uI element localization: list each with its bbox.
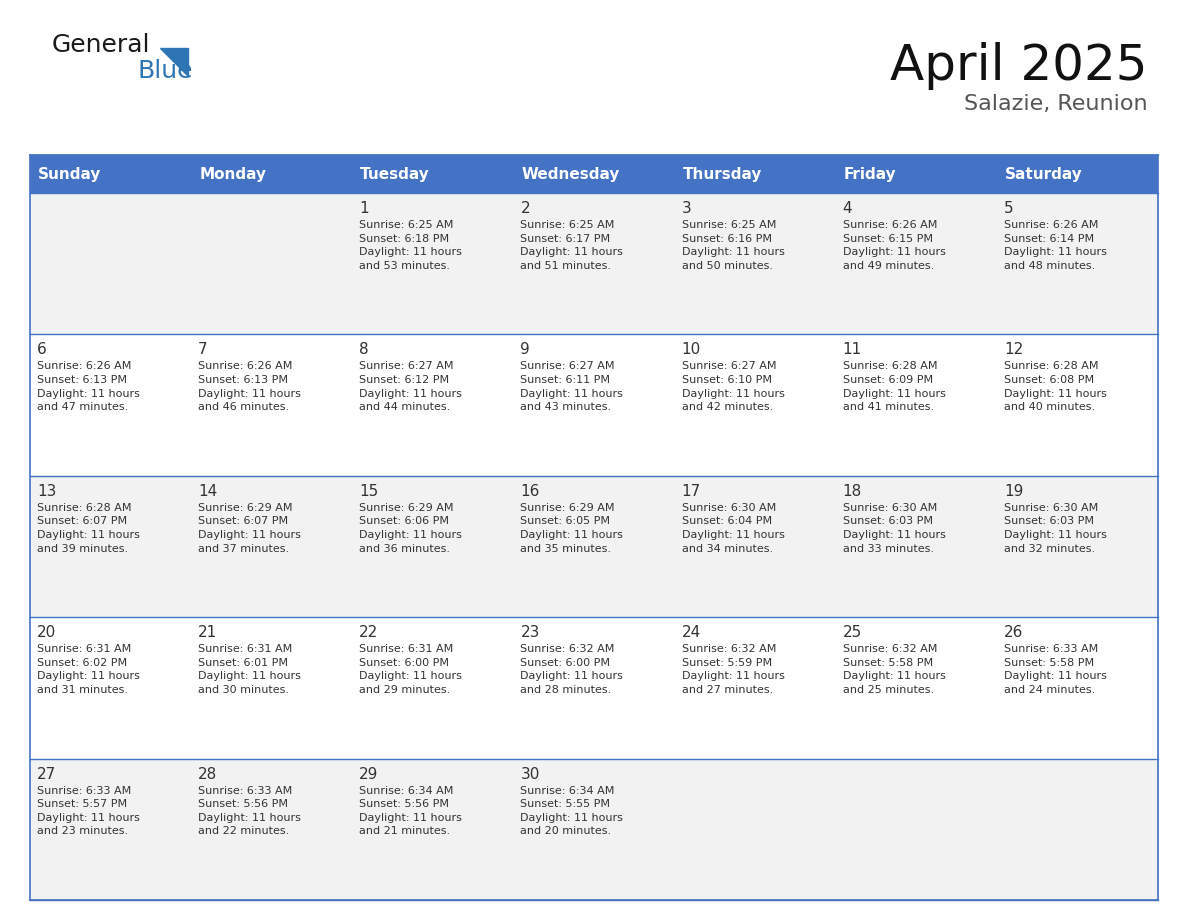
- Text: Sunrise: 6:31 AM
Sunset: 6:01 PM
Daylight: 11 hours
and 30 minutes.: Sunrise: 6:31 AM Sunset: 6:01 PM Dayligh…: [198, 644, 301, 695]
- Text: 9: 9: [520, 342, 530, 357]
- Bar: [30, 334, 1158, 476]
- Text: 16: 16: [520, 484, 539, 498]
- Text: Sunrise: 6:26 AM
Sunset: 6:14 PM
Daylight: 11 hours
and 48 minutes.: Sunrise: 6:26 AM Sunset: 6:14 PM Dayligh…: [1004, 220, 1107, 271]
- Text: Sunrise: 6:33 AM
Sunset: 5:57 PM
Daylight: 11 hours
and 23 minutes.: Sunrise: 6:33 AM Sunset: 5:57 PM Dayligh…: [37, 786, 140, 836]
- Text: Sunrise: 6:27 AM
Sunset: 6:12 PM
Daylight: 11 hours
and 44 minutes.: Sunrise: 6:27 AM Sunset: 6:12 PM Dayligh…: [359, 362, 462, 412]
- Text: 6: 6: [37, 342, 46, 357]
- Text: General: General: [52, 33, 151, 57]
- Text: Tuesday: Tuesday: [360, 166, 430, 182]
- Text: Sunrise: 6:34 AM
Sunset: 5:56 PM
Daylight: 11 hours
and 21 minutes.: Sunrise: 6:34 AM Sunset: 5:56 PM Dayligh…: [359, 786, 462, 836]
- Text: Sunrise: 6:26 AM
Sunset: 6:13 PM
Daylight: 11 hours
and 47 minutes.: Sunrise: 6:26 AM Sunset: 6:13 PM Dayligh…: [37, 362, 140, 412]
- Text: Sunrise: 6:28 AM
Sunset: 6:08 PM
Daylight: 11 hours
and 40 minutes.: Sunrise: 6:28 AM Sunset: 6:08 PM Dayligh…: [1004, 362, 1107, 412]
- Text: Saturday: Saturday: [1005, 166, 1082, 182]
- Text: Sunrise: 6:32 AM
Sunset: 5:59 PM
Daylight: 11 hours
and 27 minutes.: Sunrise: 6:32 AM Sunset: 5:59 PM Dayligh…: [682, 644, 784, 695]
- Text: Sunrise: 6:30 AM
Sunset: 6:04 PM
Daylight: 11 hours
and 34 minutes.: Sunrise: 6:30 AM Sunset: 6:04 PM Dayligh…: [682, 503, 784, 554]
- Text: Monday: Monday: [200, 166, 266, 182]
- Text: Sunrise: 6:28 AM
Sunset: 6:07 PM
Daylight: 11 hours
and 39 minutes.: Sunrise: 6:28 AM Sunset: 6:07 PM Dayligh…: [37, 503, 140, 554]
- Bar: [30, 155, 1158, 193]
- Text: 3: 3: [682, 201, 691, 216]
- Text: 18: 18: [842, 484, 862, 498]
- Text: 17: 17: [682, 484, 701, 498]
- Polygon shape: [160, 48, 188, 76]
- Text: April 2025: April 2025: [891, 42, 1148, 90]
- Text: Friday: Friday: [843, 166, 896, 182]
- Bar: [30, 617, 1158, 758]
- Text: 7: 7: [198, 342, 208, 357]
- Text: 8: 8: [359, 342, 369, 357]
- Text: Sunrise: 6:29 AM
Sunset: 6:05 PM
Daylight: 11 hours
and 35 minutes.: Sunrise: 6:29 AM Sunset: 6:05 PM Dayligh…: [520, 503, 624, 554]
- Text: Sunrise: 6:32 AM
Sunset: 6:00 PM
Daylight: 11 hours
and 28 minutes.: Sunrise: 6:32 AM Sunset: 6:00 PM Dayligh…: [520, 644, 624, 695]
- Text: Wednesday: Wednesday: [522, 166, 620, 182]
- Text: Sunrise: 6:25 AM
Sunset: 6:17 PM
Daylight: 11 hours
and 51 minutes.: Sunrise: 6:25 AM Sunset: 6:17 PM Dayligh…: [520, 220, 624, 271]
- Text: 27: 27: [37, 767, 56, 781]
- Text: Sunrise: 6:33 AM
Sunset: 5:58 PM
Daylight: 11 hours
and 24 minutes.: Sunrise: 6:33 AM Sunset: 5:58 PM Dayligh…: [1004, 644, 1107, 695]
- Text: 20: 20: [37, 625, 56, 640]
- Text: Sunday: Sunday: [38, 166, 101, 182]
- Text: 26: 26: [1004, 625, 1023, 640]
- Text: 21: 21: [198, 625, 217, 640]
- Text: Sunrise: 6:32 AM
Sunset: 5:58 PM
Daylight: 11 hours
and 25 minutes.: Sunrise: 6:32 AM Sunset: 5:58 PM Dayligh…: [842, 644, 946, 695]
- Text: Sunrise: 6:25 AM
Sunset: 6:16 PM
Daylight: 11 hours
and 50 minutes.: Sunrise: 6:25 AM Sunset: 6:16 PM Dayligh…: [682, 220, 784, 271]
- Text: 10: 10: [682, 342, 701, 357]
- Text: Sunrise: 6:26 AM
Sunset: 6:15 PM
Daylight: 11 hours
and 49 minutes.: Sunrise: 6:26 AM Sunset: 6:15 PM Dayligh…: [842, 220, 946, 271]
- Text: 19: 19: [1004, 484, 1023, 498]
- Text: Sunrise: 6:29 AM
Sunset: 6:06 PM
Daylight: 11 hours
and 36 minutes.: Sunrise: 6:29 AM Sunset: 6:06 PM Dayligh…: [359, 503, 462, 554]
- Text: Sunrise: 6:26 AM
Sunset: 6:13 PM
Daylight: 11 hours
and 46 minutes.: Sunrise: 6:26 AM Sunset: 6:13 PM Dayligh…: [198, 362, 301, 412]
- Text: Sunrise: 6:34 AM
Sunset: 5:55 PM
Daylight: 11 hours
and 20 minutes.: Sunrise: 6:34 AM Sunset: 5:55 PM Dayligh…: [520, 786, 624, 836]
- Bar: [30, 758, 1158, 900]
- Text: 2: 2: [520, 201, 530, 216]
- Text: Sunrise: 6:30 AM
Sunset: 6:03 PM
Daylight: 11 hours
and 32 minutes.: Sunrise: 6:30 AM Sunset: 6:03 PM Dayligh…: [1004, 503, 1107, 554]
- Text: Sunrise: 6:33 AM
Sunset: 5:56 PM
Daylight: 11 hours
and 22 minutes.: Sunrise: 6:33 AM Sunset: 5:56 PM Dayligh…: [198, 786, 301, 836]
- Text: Sunrise: 6:31 AM
Sunset: 6:00 PM
Daylight: 11 hours
and 29 minutes.: Sunrise: 6:31 AM Sunset: 6:00 PM Dayligh…: [359, 644, 462, 695]
- Text: 1: 1: [359, 201, 369, 216]
- Text: Salazie, Reunion: Salazie, Reunion: [965, 94, 1148, 114]
- Text: 25: 25: [842, 625, 862, 640]
- Text: Blue: Blue: [137, 59, 192, 83]
- Text: 28: 28: [198, 767, 217, 781]
- Text: Sunrise: 6:29 AM
Sunset: 6:07 PM
Daylight: 11 hours
and 37 minutes.: Sunrise: 6:29 AM Sunset: 6:07 PM Dayligh…: [198, 503, 301, 554]
- Text: 24: 24: [682, 625, 701, 640]
- Text: Sunrise: 6:27 AM
Sunset: 6:11 PM
Daylight: 11 hours
and 43 minutes.: Sunrise: 6:27 AM Sunset: 6:11 PM Dayligh…: [520, 362, 624, 412]
- Text: Sunrise: 6:27 AM
Sunset: 6:10 PM
Daylight: 11 hours
and 42 minutes.: Sunrise: 6:27 AM Sunset: 6:10 PM Dayligh…: [682, 362, 784, 412]
- Text: Sunrise: 6:31 AM
Sunset: 6:02 PM
Daylight: 11 hours
and 31 minutes.: Sunrise: 6:31 AM Sunset: 6:02 PM Dayligh…: [37, 644, 140, 695]
- Text: 5: 5: [1004, 201, 1013, 216]
- Text: 4: 4: [842, 201, 852, 216]
- Text: 23: 23: [520, 625, 539, 640]
- Text: Thursday: Thursday: [683, 166, 762, 182]
- Text: Sunrise: 6:28 AM
Sunset: 6:09 PM
Daylight: 11 hours
and 41 minutes.: Sunrise: 6:28 AM Sunset: 6:09 PM Dayligh…: [842, 362, 946, 412]
- Text: Sunrise: 6:25 AM
Sunset: 6:18 PM
Daylight: 11 hours
and 53 minutes.: Sunrise: 6:25 AM Sunset: 6:18 PM Dayligh…: [359, 220, 462, 271]
- Bar: [30, 193, 1158, 334]
- Text: 14: 14: [198, 484, 217, 498]
- Text: 11: 11: [842, 342, 862, 357]
- Text: 22: 22: [359, 625, 379, 640]
- Text: 15: 15: [359, 484, 379, 498]
- Bar: [30, 476, 1158, 617]
- Text: 13: 13: [37, 484, 56, 498]
- Text: Sunrise: 6:30 AM
Sunset: 6:03 PM
Daylight: 11 hours
and 33 minutes.: Sunrise: 6:30 AM Sunset: 6:03 PM Dayligh…: [842, 503, 946, 554]
- Text: 30: 30: [520, 767, 539, 781]
- Text: 12: 12: [1004, 342, 1023, 357]
- Text: 29: 29: [359, 767, 379, 781]
